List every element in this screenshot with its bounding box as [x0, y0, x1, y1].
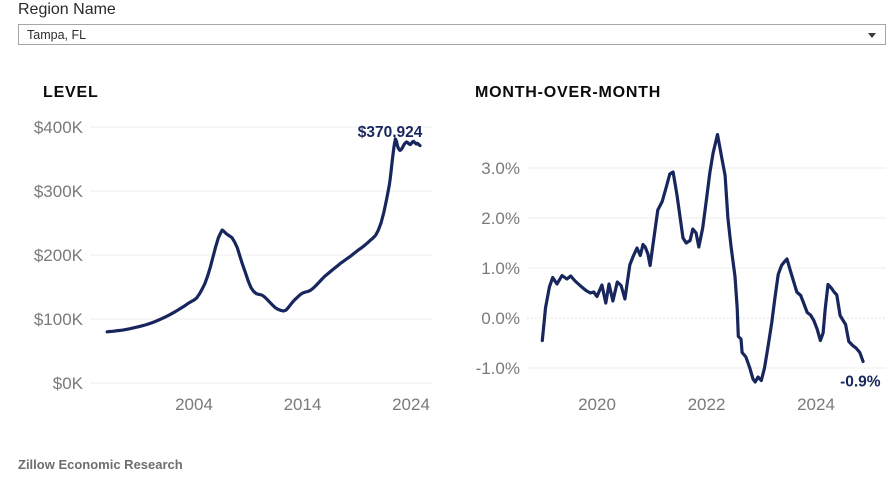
y-tick-label: $0K — [53, 374, 84, 393]
x-tick-label: 2014 — [284, 395, 322, 414]
y-tick-label: 2.0% — [481, 209, 520, 228]
latest-value-annotation: $370,924 — [358, 124, 423, 141]
x-tick-label: 2024 — [392, 395, 430, 414]
level-chart: LEVEL $400K $300K $200K $100K $0K 2004 2014 202… — [0, 84, 448, 440]
region-name-label: Region Name — [18, 1, 116, 18]
region-dropdown[interactable]: Tampa, FL — [18, 24, 886, 45]
footer-credit: Zillow Economic Research — [18, 457, 183, 472]
mom-series-line[interactable] — [540, 132, 865, 384]
x-tick-label: 2024 — [797, 395, 835, 414]
level-series-line[interactable] — [105, 137, 422, 334]
latest-value-annotation: -0.9% — [840, 374, 881, 391]
mom-chart-title: MONTH-OVER-MONTH — [475, 84, 662, 101]
y-tick-label: $200K — [34, 246, 84, 265]
level-chart-title: LEVEL — [43, 84, 99, 101]
region-dropdown-value: Tampa, FL — [27, 27, 87, 42]
y-tick-label: $300K — [34, 182, 84, 201]
y-tick-label: 1.0% — [481, 259, 520, 278]
mom-chart: MONTH-OVER-MONTH 3.0% 2.0% 1.0% 0.0% -1.0% 20… — [450, 84, 894, 440]
level-chart-plot[interactable]: $400K $300K $200K $100K $0K 2004 2014 2024 $370,… — [0, 84, 448, 440]
y-tick-label: 3.0% — [481, 159, 520, 178]
y-tick-label: 0.0% — [481, 309, 520, 328]
y-tick-label: $400K — [34, 118, 84, 137]
y-tick-label: $100K — [34, 310, 84, 329]
caret-down-icon — [868, 32, 876, 38]
x-tick-label: 2004 — [175, 395, 213, 414]
mom-chart-plot[interactable]: 3.0% 2.0% 1.0% 0.0% -1.0% 2020 2022 2024 -0.9% — [450, 84, 894, 440]
y-tick-label: -1.0% — [476, 359, 520, 378]
x-tick-label: 2020 — [578, 395, 616, 414]
x-tick-label: 2022 — [688, 395, 726, 414]
